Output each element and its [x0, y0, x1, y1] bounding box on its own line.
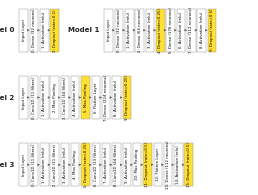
- Text: 4: Dropout (rate=0.25): 4: Dropout (rate=0.25): [158, 8, 162, 53]
- Text: Input Layer: Input Layer: [22, 86, 26, 109]
- Text: Model 2: Model 2: [0, 95, 14, 100]
- Text: 4: Activation (relu): 4: Activation (relu): [73, 79, 77, 116]
- Text: 8: Activation (relu): 8: Activation (relu): [115, 79, 118, 116]
- Bar: [184, 143, 193, 186]
- Text: 5: Dense (176 neurons): 5: Dense (176 neurons): [169, 7, 173, 53]
- Bar: [208, 9, 216, 52]
- Bar: [154, 143, 162, 186]
- Text: Input Layer: Input Layer: [107, 19, 111, 41]
- Bar: [19, 143, 28, 186]
- Text: Model 1: Model 1: [68, 27, 99, 33]
- Bar: [40, 76, 49, 119]
- Text: 2: Conv1D (11 filters): 2: Conv1D (11 filters): [53, 144, 57, 186]
- Text: 7: Dense (224 neurons): 7: Dense (224 neurons): [104, 74, 108, 121]
- Bar: [92, 76, 100, 119]
- Text: 13: Dense (112 neurons): 13: Dense (112 neurons): [166, 140, 170, 189]
- Bar: [30, 143, 38, 186]
- Bar: [102, 143, 110, 186]
- Bar: [112, 143, 121, 186]
- Text: 7: Dense (112 neurons): 7: Dense (112 neurons): [189, 7, 193, 53]
- Text: 2: Dense (64 neurons): 2: Dense (64 neurons): [138, 8, 142, 52]
- Text: 1: Activation (relu): 1: Activation (relu): [42, 79, 46, 116]
- Text: Input Layer: Input Layer: [22, 154, 26, 176]
- Bar: [187, 9, 196, 52]
- Bar: [123, 76, 131, 119]
- Text: 0: Dense (32 neurons): 0: Dense (32 neurons): [117, 8, 121, 52]
- Bar: [102, 76, 110, 119]
- Bar: [177, 9, 185, 52]
- Text: 11: Dropout (rate=0.5): 11: Dropout (rate=0.5): [146, 142, 149, 187]
- Bar: [133, 143, 141, 186]
- Text: 12: Flatten Layer: 12: Flatten Layer: [156, 148, 160, 181]
- Text: 6: Activation (relu): 6: Activation (relu): [179, 12, 183, 48]
- Text: 8: Conv1D (44 filters): 8: Conv1D (44 filters): [115, 144, 118, 186]
- Bar: [197, 9, 206, 52]
- Bar: [19, 9, 28, 52]
- Text: 0: Dense (32 neurons): 0: Dense (32 neurons): [32, 8, 36, 52]
- Text: 2: Dropout (rate=0.1): 2: Dropout (rate=0.1): [53, 9, 57, 51]
- Text: Model 3: Model 3: [0, 162, 14, 168]
- Bar: [156, 9, 165, 52]
- Text: 6: Flatten Layer: 6: Flatten Layer: [94, 82, 98, 113]
- Text: 0: Conv1D (11 filters): 0: Conv1D (11 filters): [32, 144, 36, 186]
- Bar: [92, 143, 100, 186]
- Bar: [71, 143, 79, 186]
- Text: 5: Dropout (rate=0.25): 5: Dropout (rate=0.25): [84, 142, 87, 187]
- Text: 1: Activation (relu): 1: Activation (relu): [42, 12, 46, 48]
- Bar: [146, 9, 154, 52]
- Bar: [135, 9, 144, 52]
- Text: 9: Activation (relu): 9: Activation (relu): [125, 147, 129, 183]
- Text: 0: Conv1D (11 filters): 0: Conv1D (11 filters): [32, 76, 36, 119]
- Text: 3: Conv1D (44 filters): 3: Conv1D (44 filters): [63, 76, 67, 119]
- Text: 1: Activation (relu): 1: Activation (relu): [42, 147, 46, 183]
- Text: 3: Activation (relu): 3: Activation (relu): [148, 12, 152, 48]
- Bar: [81, 143, 90, 186]
- Text: 14: Activation (relu): 14: Activation (relu): [176, 145, 180, 184]
- Bar: [30, 9, 38, 52]
- Bar: [81, 76, 90, 119]
- Bar: [71, 76, 79, 119]
- Bar: [166, 9, 175, 52]
- Text: Model 0: Model 0: [0, 27, 14, 33]
- Bar: [164, 143, 172, 186]
- Bar: [115, 9, 123, 52]
- Bar: [123, 143, 131, 186]
- Text: 5: Max Pooling: 5: Max Pooling: [84, 83, 87, 112]
- Text: 9: Dropout (rate=0.5): 9: Dropout (rate=0.5): [210, 9, 214, 51]
- Bar: [125, 9, 134, 52]
- Bar: [50, 9, 59, 52]
- Text: 4: Max Pooling: 4: Max Pooling: [73, 150, 77, 179]
- Bar: [50, 76, 59, 119]
- Text: 7: Activation (relu): 7: Activation (relu): [104, 147, 108, 183]
- Text: 15: Dropout (rate=0.5): 15: Dropout (rate=0.5): [187, 142, 191, 187]
- Bar: [174, 143, 183, 186]
- Bar: [61, 76, 69, 119]
- Bar: [61, 143, 69, 186]
- Text: 6: Conv1D (33 filters): 6: Conv1D (33 filters): [94, 144, 98, 186]
- Bar: [19, 76, 28, 119]
- Text: 2: Max Pooling: 2: Max Pooling: [53, 83, 57, 112]
- Text: 10: Max Pooling: 10: Max Pooling: [135, 149, 139, 180]
- Text: 9: Dropout (rate=0.25): 9: Dropout (rate=0.25): [125, 75, 129, 120]
- Bar: [40, 9, 49, 52]
- Text: Input Layer: Input Layer: [22, 19, 26, 41]
- Bar: [30, 76, 38, 119]
- Bar: [40, 143, 49, 186]
- Bar: [50, 143, 59, 186]
- Bar: [112, 76, 121, 119]
- Bar: [104, 9, 113, 52]
- Text: 8: Activation (relu): 8: Activation (relu): [200, 12, 204, 48]
- Bar: [143, 143, 152, 186]
- Text: 3: Activation (relu): 3: Activation (relu): [63, 147, 67, 183]
- Text: 1: Activation (relu): 1: Activation (relu): [127, 12, 131, 48]
